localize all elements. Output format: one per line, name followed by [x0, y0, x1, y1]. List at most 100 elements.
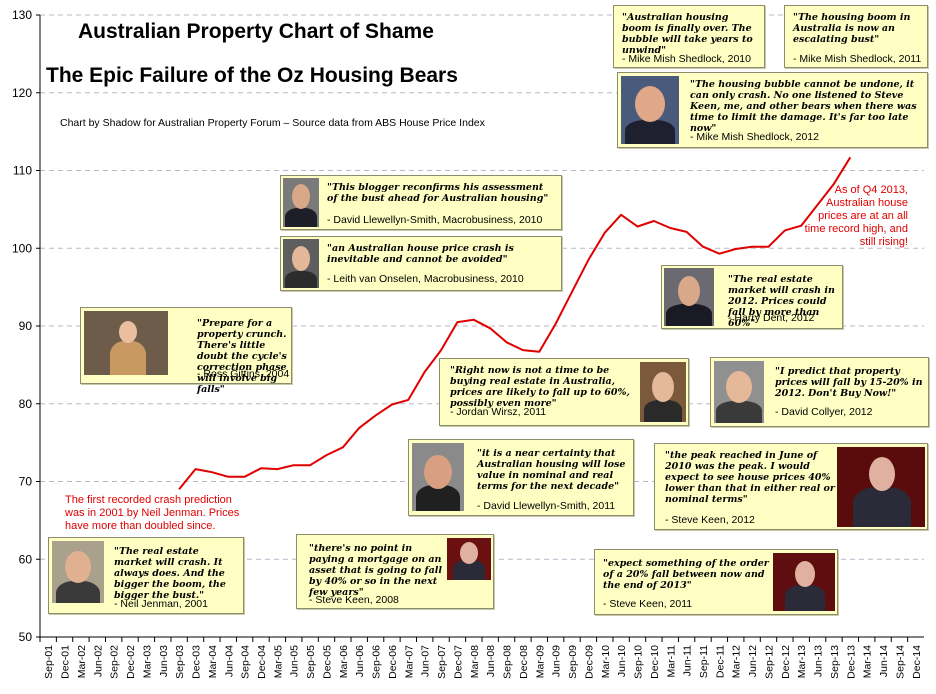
- photo-portrait-smile: [412, 443, 464, 511]
- x-tick-label: Mar-04: [207, 645, 219, 678]
- y-axis: 50 60 70 80 90 100 110 120 130: [12, 8, 41, 644]
- x-tick-label: Jun-04: [223, 645, 235, 677]
- photo-tv-interview: [837, 447, 925, 527]
- x-tick-label: Mar-13: [796, 645, 808, 678]
- y-tick-label: 70: [19, 475, 33, 489]
- quote-text: "Australian housing boom is finally over…: [622, 12, 753, 56]
- quote-box: "expect something of the order of a 20% …: [594, 549, 838, 615]
- x-tick-label: Sep-02: [109, 645, 121, 679]
- photo-portrait-suit: [283, 178, 319, 227]
- x-tick-label: Mar-07: [403, 645, 415, 678]
- x-tick-label: Sep-06: [371, 645, 383, 679]
- quote-box: "an Australian house price crash is inev…: [280, 236, 562, 291]
- y-tick-label: 80: [19, 397, 33, 411]
- quote-text: "there's no point in paying a mortgage o…: [309, 543, 442, 598]
- chart-title: Australian Property Chart of Shame: [78, 20, 434, 43]
- x-tick-label: Sep-09: [567, 645, 579, 679]
- quote-box: "I predict that property prices will fal…: [710, 357, 929, 427]
- price-index-series: [178, 156, 852, 490]
- x-tick-label: Dec-12: [780, 645, 792, 679]
- y-tick-label: 90: [19, 319, 33, 333]
- y-tick-label: 100: [12, 241, 32, 255]
- quote-text: "the peak reached in June of 2010 was th…: [665, 450, 835, 505]
- quote-text: "Prepare for a property crunch. There's …: [197, 318, 287, 395]
- x-tick-label: Sep-10: [633, 645, 645, 679]
- quote-author: - Mike Mish Shedlock, 2011: [793, 53, 922, 65]
- x-tick-label: Dec-09: [583, 645, 595, 679]
- x-tick-label: Mar-11: [665, 645, 677, 678]
- x-tick-label: Dec-08: [518, 645, 530, 679]
- x-tick-label: Dec-14: [911, 645, 923, 679]
- y-tick-label: 50: [19, 630, 33, 644]
- x-tick-label: Mar-09: [534, 645, 546, 678]
- quote-author: - David Llewellyn-Smith, Macrobusiness, …: [327, 214, 543, 226]
- photo-portrait-glasses: [621, 76, 679, 144]
- y-tick-label: 60: [19, 552, 33, 566]
- x-axis: Sep-01 Dec-01 Mar-02 Jun-02 Sep-02 Dec-02 Mar-…: [39, 636, 924, 679]
- x-tick-label: Mar-14: [862, 645, 874, 678]
- x-tick-label: Mar-08: [469, 645, 481, 678]
- annotation-first-prediction: The first recorded crash prediction was …: [65, 494, 240, 532]
- x-tick-label: Mar-10: [600, 645, 612, 678]
- quote-text: "The housing boom in Australia is now an…: [793, 12, 911, 45]
- x-tick-label: Jun-07: [420, 645, 432, 677]
- photo-portrait-glasses: [52, 541, 104, 603]
- x-tick-label: Jun-10: [616, 645, 628, 677]
- quote-box: "it is a near certainty that Australian …: [408, 439, 634, 516]
- quote-text: "it is a near certainty that Australian …: [477, 448, 626, 492]
- quote-box: "Prepare for a property crunch. There's …: [80, 307, 292, 395]
- quote-author: - Mike Mish Shedlock, 2012: [690, 131, 819, 143]
- quote-box: "Right now is not a time to be buying re…: [439, 358, 689, 426]
- quote-author: - Harry Dent, 2012: [728, 312, 815, 324]
- x-tick-label: Jun-06: [354, 645, 366, 677]
- x-tick-label: Jun-11: [682, 645, 694, 676]
- x-tick-label: Sep-12: [763, 645, 775, 679]
- x-tick-label: Dec-10: [649, 645, 661, 679]
- y-tick-label: 130: [12, 8, 32, 22]
- annotation-record-high: As of Q4 2013, Australian house prices a…: [804, 184, 908, 248]
- x-tick-label: Sep-11: [698, 645, 710, 678]
- x-tick-label: Sep-07: [436, 645, 448, 679]
- quote-author: - Neil Jenman, 2001: [114, 598, 208, 610]
- x-tick-label: Sep-03: [174, 645, 186, 679]
- x-tick-label: Dec-02: [125, 645, 137, 679]
- x-tick-label: Dec-01: [60, 645, 72, 679]
- x-tick-label: Mar-06: [338, 645, 350, 678]
- quote-box: "The housing boom in Australia is now an…: [784, 5, 928, 68]
- x-tick-label: Dec-04: [256, 645, 268, 679]
- x-tick-label: Jun-03: [158, 645, 170, 677]
- x-tick-label: Jun-02: [92, 645, 104, 677]
- x-tick-label: Sep-01: [43, 645, 55, 679]
- photo-portrait-young: [640, 362, 686, 422]
- photo-portrait-smile: [714, 361, 764, 423]
- photo-portrait-suit: [664, 268, 714, 326]
- x-tick-label: Sep-04: [240, 645, 252, 679]
- x-tick-label: Dec-06: [387, 645, 399, 679]
- x-tick-label: Dec-13: [845, 645, 857, 679]
- quote-text: "This blogger reconfirms his assessment …: [327, 182, 549, 204]
- x-tick-label: Dec-11: [714, 645, 726, 678]
- quote-text: "Right now is not a time to be buying re…: [450, 365, 630, 409]
- x-tick-label: Mar-03: [141, 645, 153, 678]
- x-tick-label: Jun-14: [878, 645, 890, 677]
- quote-author: - David Llewellyn-Smith, 2011: [477, 500, 616, 512]
- x-tick-label: Mar-12: [731, 645, 743, 678]
- x-tick-label: Dec-03: [191, 645, 203, 679]
- quote-author: - David Collyer, 2012: [775, 406, 873, 418]
- photo-tv-interview: [773, 553, 835, 611]
- quote-author: - Jordan Wirsz, 2011: [450, 406, 547, 418]
- x-tick-label: Sep-13: [829, 645, 841, 679]
- quote-author: - Ross Gittins, 2004: [197, 368, 290, 380]
- quote-author: - Steve Keen, 2012: [665, 514, 755, 526]
- chart-credit: Chart by Shadow for Australian Property …: [60, 117, 485, 129]
- quote-box: "the peak reached in June of 2010 was th…: [654, 443, 928, 530]
- x-tick-label: Jun-08: [485, 645, 497, 677]
- x-tick-label: Jun-13: [813, 645, 825, 677]
- quote-box: "there's no point in paying a mortgage o…: [296, 534, 494, 609]
- quote-box: "The real estate market will crash. It a…: [48, 537, 244, 614]
- quote-box: "Australian housing boom is finally over…: [613, 5, 765, 68]
- quote-text: "I predict that property prices will fal…: [775, 366, 923, 399]
- quote-text: "The real estate market will crash. It a…: [114, 546, 226, 601]
- quote-author: - Mike Mish Shedlock, 2010: [622, 53, 751, 65]
